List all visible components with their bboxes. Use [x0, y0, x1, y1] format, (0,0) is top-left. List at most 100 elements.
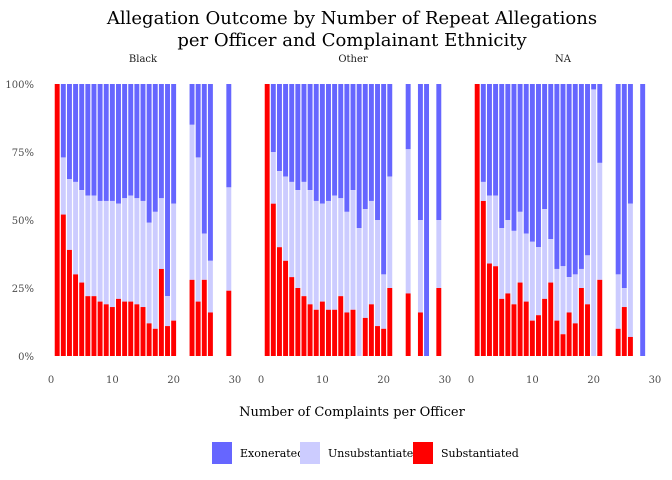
bar-unsubstantiated	[73, 181, 79, 275]
bar-exonerated	[627, 84, 633, 204]
bar-substantiated	[615, 328, 621, 356]
bar-exonerated	[66, 84, 72, 180]
bar-unsubstantiated	[560, 266, 566, 335]
facet-label: NA	[555, 54, 572, 65]
bar-unsubstantiated	[201, 233, 207, 280]
bar-substantiated	[381, 328, 387, 356]
bar-exonerated	[152, 84, 158, 212]
y-tick-label: 0%	[18, 352, 34, 363]
bar-exonerated	[578, 84, 584, 269]
bar-substantiated	[226, 290, 232, 356]
bar-unsubstantiated	[313, 200, 319, 310]
bar-unsubstantiated	[289, 181, 295, 278]
bar-unsubstantiated	[146, 222, 152, 324]
bar-exonerated	[165, 84, 170, 297]
bar-unsubstantiated	[615, 274, 621, 329]
bar-substantiated	[627, 336, 633, 356]
bar-exonerated	[615, 84, 621, 275]
bar-exonerated	[511, 84, 517, 231]
bar-substantiated	[66, 249, 72, 356]
bar-substantiated	[505, 293, 511, 356]
bar-exonerated	[424, 84, 430, 356]
bar-substantiated	[146, 323, 152, 356]
bar-unsubstantiated	[60, 157, 66, 215]
facet-panels: Black 0 10 20 30 Other 0 10 20 30 NA 0 10 20 30	[48, 54, 661, 386]
x-tick-label: 30	[439, 375, 452, 386]
y-tick-label: 75%	[12, 148, 34, 159]
bar-exonerated	[332, 84, 338, 196]
bar-substantiated	[60, 214, 66, 356]
bar-exonerated	[356, 84, 362, 229]
bar-unsubstantiated	[158, 198, 164, 269]
bar-exonerated	[207, 84, 213, 261]
bar-unsubstantiated	[517, 211, 523, 283]
bar-unsubstantiated	[332, 195, 338, 310]
x-tick-label: 30	[649, 375, 662, 386]
bar-exonerated	[295, 84, 301, 191]
bar-exonerated	[436, 84, 442, 220]
bar-unsubstantiated	[381, 274, 387, 329]
bar-exonerated	[536, 84, 541, 248]
bar-unsubstantiated	[338, 198, 344, 297]
bar-substantiated	[122, 301, 128, 356]
bar-exonerated	[529, 84, 535, 242]
bar-substantiated	[542, 298, 548, 356]
bar-unsubstantiated	[585, 255, 590, 305]
bar-substantiated	[116, 298, 121, 356]
y-tick-label: 100%	[5, 80, 34, 91]
bar-unsubstantiated	[597, 162, 603, 280]
bar-exonerated	[73, 84, 79, 182]
bar-exonerated	[640, 84, 646, 356]
bar-substantiated	[338, 296, 344, 356]
bar-substantiated	[375, 326, 380, 356]
bar-unsubstantiated	[270, 152, 276, 204]
bar-substantiated	[499, 298, 505, 356]
bar-unsubstantiated	[350, 190, 356, 310]
bar-exonerated	[591, 84, 597, 90]
bar-substantiated	[405, 293, 411, 356]
bar-substantiated	[54, 84, 60, 356]
bar-substantiated	[97, 301, 103, 356]
bar-unsubstantiated	[511, 230, 517, 305]
bar-exonerated	[548, 84, 554, 240]
bar-substantiated	[621, 307, 627, 356]
bar-substantiated	[158, 268, 164, 356]
bar-substantiated	[529, 320, 535, 356]
bar-substantiated	[128, 301, 134, 356]
bar-substantiated	[585, 304, 590, 356]
bar-exonerated	[560, 84, 566, 267]
bar-exonerated	[270, 84, 276, 152]
bar-exonerated	[362, 84, 368, 210]
x-tick-label: 0	[48, 375, 54, 386]
bar-unsubstantiated	[85, 195, 91, 297]
bar-unsubstantiated	[226, 187, 232, 291]
bar-substantiated	[313, 309, 319, 356]
bar-unsubstantiated	[566, 277, 572, 313]
bar-substantiated	[362, 317, 368, 356]
bar-unsubstantiated	[152, 211, 158, 329]
legend-key	[212, 442, 232, 464]
bar-substantiated	[152, 328, 158, 356]
bar-exonerated	[499, 84, 505, 229]
bar-exonerated	[226, 84, 232, 188]
bar-substantiated	[566, 312, 572, 356]
facet-panel-na: NA 0 10 20 30	[468, 54, 661, 386]
bar-unsubstantiated	[591, 89, 597, 356]
bar-substantiated	[387, 288, 393, 356]
bar-unsubstantiated	[493, 195, 499, 267]
bar-substantiated	[207, 312, 213, 356]
bar-substantiated	[276, 247, 282, 356]
bar-exonerated	[572, 84, 578, 275]
bar-exonerated	[517, 84, 523, 212]
bar-substantiated	[301, 296, 307, 356]
bar-exonerated	[60, 84, 66, 158]
bar-exonerated	[505, 84, 511, 220]
bar-unsubstantiated	[529, 241, 535, 321]
bar-exonerated	[116, 84, 121, 204]
x-tick-label: 20	[377, 375, 390, 386]
bar-unsubstantiated	[109, 200, 115, 308]
bar-unsubstantiated	[326, 200, 331, 310]
bar-unsubstantiated	[368, 200, 374, 305]
bar-substantiated	[134, 304, 140, 356]
bar-unsubstantiated	[554, 268, 560, 321]
